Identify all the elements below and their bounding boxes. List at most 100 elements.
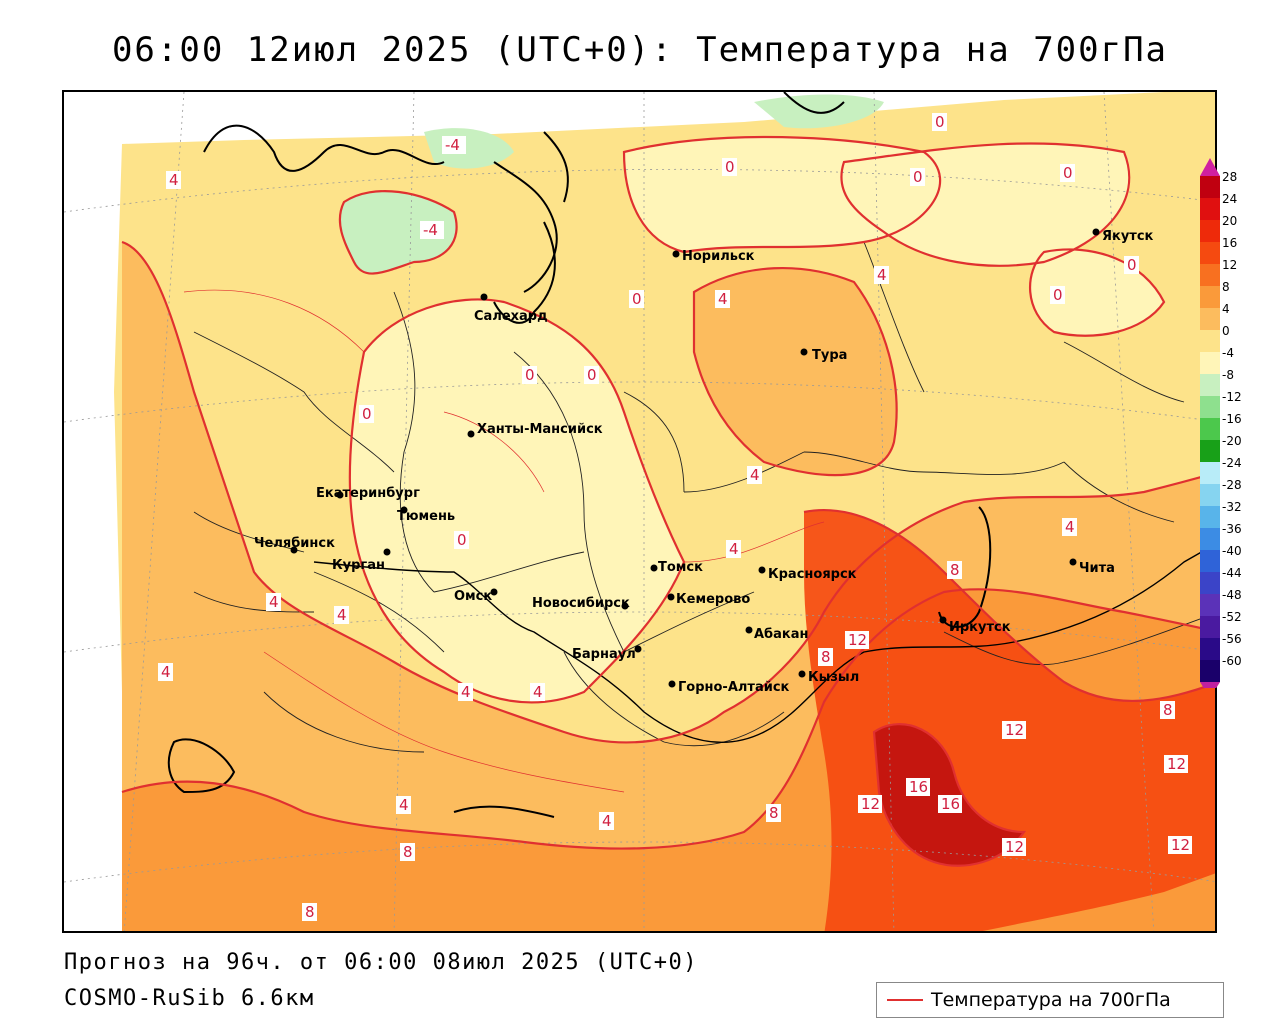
- city-dot[interactable]: [400, 506, 408, 514]
- city-dot[interactable]: [800, 348, 808, 356]
- colorbar-segment: [1200, 220, 1220, 242]
- isoline-label: 0: [1053, 286, 1063, 304]
- isoline-label: 8: [403, 843, 413, 861]
- isoline-label: 12: [1005, 721, 1024, 739]
- isoline-label: 12: [1167, 755, 1186, 773]
- isoline-label: 8: [769, 804, 779, 822]
- colorbar-tick-label: 0: [1222, 324, 1230, 338]
- isoline-label-bg: [584, 366, 599, 384]
- colorbar-tick-label: -8: [1222, 368, 1234, 382]
- colorbar-tick-label: 24: [1222, 192, 1238, 206]
- city-label: Курган: [332, 558, 385, 573]
- colorbar-segment: [1200, 330, 1220, 352]
- legend-line-swatch: [887, 999, 923, 1001]
- isoline-label-bg: [874, 266, 889, 284]
- isoline-label: 0: [632, 290, 642, 308]
- colorbar-segment: [1200, 528, 1220, 550]
- city-dot[interactable]: [1092, 228, 1100, 236]
- isoline-label-bg: [158, 663, 173, 681]
- city-dot[interactable]: [480, 293, 488, 301]
- isoline-label-bg: [454, 531, 469, 549]
- isoline-label: -4: [445, 136, 460, 154]
- isoline-label-bg: [1002, 721, 1026, 739]
- city-dot[interactable]: [672, 250, 680, 258]
- city-dot[interactable]: [383, 548, 391, 556]
- isoline-label: 4: [399, 796, 409, 814]
- isoline-label-bg: [334, 606, 349, 624]
- city-dot[interactable]: [667, 593, 675, 601]
- isoline-label: 8: [305, 903, 315, 921]
- isoline-label-bg: [1164, 755, 1188, 773]
- city-dot[interactable]: [758, 566, 766, 574]
- field-zone-4-8-north: [694, 268, 897, 476]
- colorbar-tick-label: -60: [1222, 654, 1242, 668]
- colorbar-segment: [1200, 484, 1220, 506]
- isoline-label: 0: [587, 366, 597, 384]
- isoline-label: 12: [848, 631, 867, 649]
- isoline-label-bg: [1168, 836, 1192, 854]
- isoline-label: 16: [909, 778, 928, 796]
- isoline-label: 0: [935, 113, 945, 131]
- isoline-label: 12: [861, 795, 880, 813]
- city-label: Томск: [658, 560, 703, 575]
- city-label: Челябинск: [254, 536, 335, 551]
- isoline-label: 4: [602, 812, 612, 830]
- colorbar-segment: [1200, 176, 1220, 198]
- colorbar-segment: [1200, 506, 1220, 528]
- colorbar-tick-label: 8: [1222, 280, 1230, 294]
- isoline-label: 4: [161, 663, 171, 681]
- city-dot[interactable]: [798, 670, 806, 678]
- colorbar-segment: [1200, 638, 1220, 660]
- isoline-label: 12: [1171, 836, 1190, 854]
- isoline-label-bg: [766, 804, 781, 822]
- colorbar-tick-label: -16: [1222, 412, 1242, 426]
- city-dot[interactable]: [745, 626, 753, 634]
- city-label: Тюмень: [397, 509, 455, 524]
- colorbar-segment: [1200, 660, 1220, 682]
- colorbar-tick-label: -32: [1222, 500, 1242, 514]
- city-dot[interactable]: [336, 491, 344, 499]
- field-zone-0-4-west: [349, 299, 684, 703]
- city-label: Тура: [812, 348, 847, 363]
- city-dot[interactable]: [939, 616, 947, 624]
- isoline-label-bg: [629, 290, 644, 308]
- isoline-label-bg: [442, 136, 466, 154]
- isoline-label-bg: [747, 466, 762, 484]
- city-dot[interactable]: [290, 546, 298, 554]
- isoline-label-bg: [938, 795, 962, 813]
- city-dot[interactable]: [650, 564, 658, 572]
- city-dot[interactable]: [621, 602, 629, 610]
- coastlines: [167, 92, 992, 818]
- colorbar-tick-label: -56: [1222, 632, 1242, 646]
- isoline-label-bg: [1060, 164, 1075, 182]
- isoline-label-bg: [522, 366, 537, 384]
- isoline-label-bg: [599, 812, 614, 830]
- city-dot[interactable]: [467, 430, 475, 438]
- isoline-labels: -4 -4 0 0 0 0 0 0 0 0 0 0 0 4 4 4 4 4 4 4 4 4 4 4 4 4 8 8 8 8 8 8 12 12 12…: [158, 113, 1192, 921]
- colorbar-tick-label: -36: [1222, 522, 1242, 536]
- city-label: Красноярск: [768, 567, 857, 582]
- country-borders: [313, 543, 1215, 744]
- colorbar-tick-label: 12: [1222, 258, 1238, 272]
- city-dot[interactable]: [668, 680, 676, 688]
- isoline-label-bg: [818, 648, 833, 666]
- isoline-label-bg: [906, 778, 930, 796]
- isoline-label: 8: [821, 648, 831, 666]
- city-dot[interactable]: [1069, 558, 1077, 566]
- isoline-label-bg: [1062, 518, 1077, 536]
- city-dot[interactable]: [634, 645, 642, 653]
- isoline-label-bg: [302, 903, 317, 921]
- isoline-label: 0: [362, 405, 372, 423]
- colorbar-tick-label: 28: [1222, 170, 1238, 184]
- map-frame[interactable]: -4 -4 0 0 0 0 0 0 0 0 0 0 0 4 4 4 4 4 4 4 4 4 4 4 4 4 8 8 8 8 8 8 12 12 12…: [62, 90, 1217, 933]
- colorbar-segment: [1200, 242, 1220, 264]
- isoline-label: 0: [457, 531, 467, 549]
- isoline-label: 4: [337, 606, 347, 624]
- colorbar-top-arrow: [1200, 158, 1220, 176]
- isoline-label-bg: [858, 795, 882, 813]
- model-name: COSMO-RuSib 6.6км: [64, 986, 315, 1011]
- city-dot[interactable]: [490, 588, 498, 596]
- colorbar-tick-label: -12: [1222, 390, 1242, 404]
- isoline-label: 4: [1065, 518, 1075, 536]
- colorbar-segment: [1200, 572, 1220, 594]
